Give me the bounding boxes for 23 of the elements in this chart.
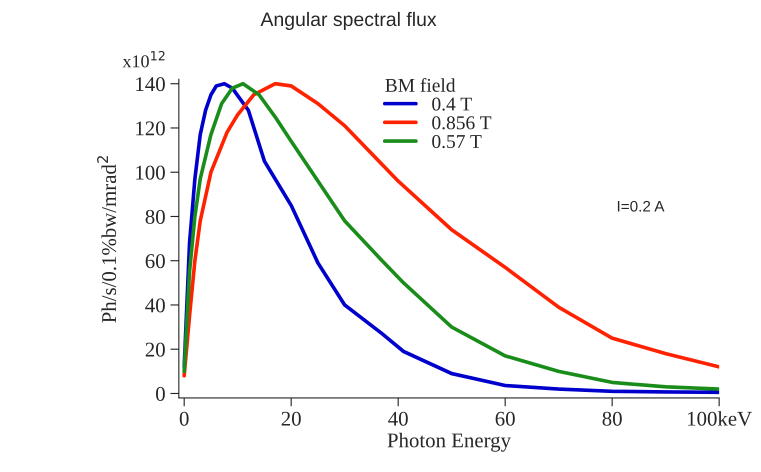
chart-title: Angular spectral flux xyxy=(260,12,436,30)
x-tick-label: 100keV xyxy=(688,411,752,426)
y-tick-label: 0 xyxy=(156,386,165,401)
x-tick-label: 80 xyxy=(602,412,622,426)
legend-label: 0.57 T xyxy=(432,134,482,148)
y-tick-label: 20 xyxy=(146,342,165,357)
x-axis-title: Photon Energy xyxy=(388,432,511,452)
x-tick-label: 20 xyxy=(282,412,301,426)
x-tick-label: 60 xyxy=(496,412,515,426)
y-axis-title: Ph/s/0.1%bw/mrad$^{2}$ xyxy=(97,156,116,323)
legend-title: BM field xyxy=(385,78,456,92)
y-tick-label: 80 xyxy=(146,210,165,224)
legend-label: 0.856 T xyxy=(432,116,492,130)
annotation: I=0.2 A xyxy=(618,200,664,212)
text: x10$^{12}$ xyxy=(122,50,165,68)
x-tick-label: 0 xyxy=(180,412,189,426)
x-tick-label: 40 xyxy=(388,412,408,426)
legend-label: 0.4 T xyxy=(432,98,472,111)
y-tick-label: 40 xyxy=(145,298,165,312)
y-tick-label: 140 xyxy=(136,77,165,92)
y-tick-label: 100 xyxy=(136,166,165,180)
y-tick-label: 60 xyxy=(146,254,165,268)
y-tick-label: 120 xyxy=(136,121,165,136)
